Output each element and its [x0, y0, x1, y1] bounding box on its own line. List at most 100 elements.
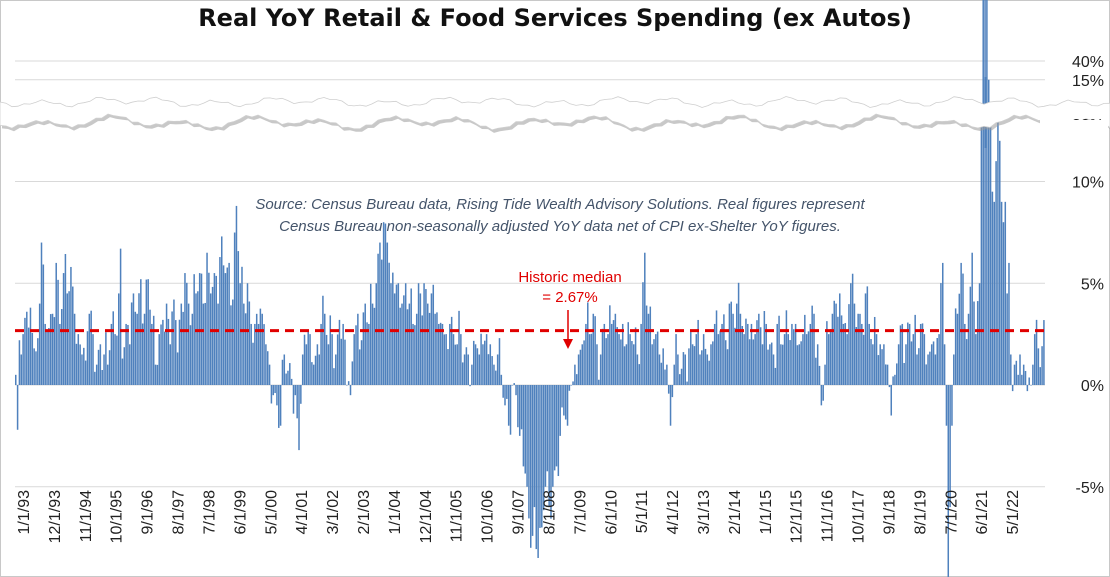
bar	[866, 286, 869, 385]
bar	[40, 242, 43, 385]
bar	[929, 351, 931, 385]
bar	[995, 161, 997, 385]
bar	[145, 279, 148, 385]
bar	[568, 385, 571, 391]
bar	[381, 259, 383, 385]
bar	[684, 354, 687, 385]
bar	[818, 365, 821, 385]
bar	[953, 354, 955, 385]
bar	[759, 327, 762, 385]
bar	[1041, 346, 1043, 385]
bar	[484, 340, 486, 385]
bar	[1033, 334, 1036, 386]
bar	[175, 320, 177, 385]
bar	[204, 302, 206, 385]
bar	[596, 344, 598, 385]
bar	[872, 344, 874, 385]
bar	[436, 312, 438, 385]
bar	[290, 378, 293, 385]
bar	[842, 323, 845, 385]
bar	[958, 293, 961, 385]
bar	[585, 323, 587, 385]
bar	[60, 309, 63, 385]
bar	[601, 328, 604, 385]
bar	[662, 348, 664, 385]
x-tick-label: 5/1/22	[1005, 490, 1022, 535]
bar	[189, 325, 192, 385]
bar	[44, 323, 46, 385]
bar	[989, 120, 992, 385]
bar	[465, 347, 468, 385]
bar	[947, 385, 950, 577]
bar	[706, 354, 709, 385]
x-tick-label: 12/1/15	[789, 490, 806, 543]
bar	[984, 0, 986, 386]
bar	[767, 349, 769, 385]
bar	[680, 368, 683, 385]
bar	[905, 344, 907, 385]
bar	[20, 354, 23, 385]
bar	[141, 323, 144, 385]
x-tick-label: 8/1/97	[171, 490, 188, 535]
bar	[546, 385, 549, 472]
bar	[557, 385, 560, 477]
bar	[412, 323, 414, 385]
bar	[79, 344, 81, 385]
bar	[541, 385, 543, 528]
bar	[691, 344, 694, 385]
bar	[1035, 319, 1038, 385]
bar	[741, 326, 744, 385]
bar	[399, 307, 401, 385]
bar	[907, 322, 909, 385]
x-tick-label: 11/1/16	[820, 490, 837, 542]
bar	[311, 362, 313, 385]
y-tick-mask	[1040, 120, 1108, 140]
bar	[774, 367, 777, 385]
bar	[48, 328, 50, 385]
bar	[314, 355, 317, 385]
bar	[403, 295, 405, 385]
bar	[574, 364, 576, 385]
bar	[986, 0, 988, 385]
bar	[669, 385, 672, 426]
bar	[730, 301, 732, 385]
bar	[333, 368, 335, 385]
x-tick-label: 10/1/95	[109, 490, 126, 543]
bar	[191, 313, 194, 385]
bar	[750, 323, 753, 385]
bar	[693, 346, 696, 385]
bar	[594, 316, 596, 385]
bar	[301, 354, 304, 385]
bar	[721, 323, 723, 385]
bar	[255, 313, 258, 385]
bar	[934, 354, 937, 385]
bar	[702, 334, 705, 386]
bar	[35, 351, 37, 385]
bar	[1000, 201, 1003, 385]
bar	[855, 327, 858, 385]
bar	[331, 334, 333, 386]
bar	[588, 334, 591, 386]
bar	[353, 334, 355, 386]
bar	[182, 311, 184, 385]
bar	[980, 113, 983, 385]
bar	[386, 242, 389, 385]
bar	[489, 344, 492, 385]
bar	[1017, 374, 1019, 385]
bar	[1037, 348, 1040, 385]
bar	[355, 325, 357, 385]
bar	[789, 340, 791, 385]
bar	[1032, 364, 1034, 385]
bar	[312, 364, 315, 385]
bar	[33, 348, 35, 385]
bar	[421, 315, 423, 385]
bar	[618, 334, 620, 386]
bar	[732, 313, 734, 385]
bar	[826, 321, 828, 385]
bar	[507, 385, 510, 426]
bar	[1013, 364, 1016, 385]
bar	[710, 344, 712, 385]
bar	[804, 314, 806, 385]
bar	[614, 313, 617, 385]
bar	[73, 313, 76, 385]
